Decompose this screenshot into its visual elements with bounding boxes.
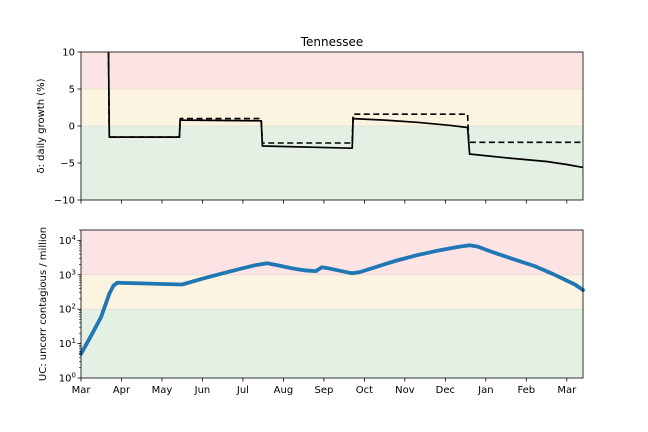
x-tick-label: Oct [356, 385, 373, 396]
contagious-panel: 100 101 102 103 104 Mar Apr May Jun Jul Aug Sep Oct… [38, 227, 585, 396]
series-line-0 [79, 243, 585, 356]
series-line-0 [107, 51, 584, 169]
x-tick-label: Aug [274, 385, 294, 396]
band-1 [81, 274, 583, 310]
x-tick-label: Mar [72, 385, 92, 396]
y-axis-label-contagious: UC: uncorr contagious / million [38, 227, 49, 381]
y-tick-label: 103 [59, 268, 76, 281]
x-tick-label: Jun [194, 385, 211, 396]
band-2 [81, 309, 583, 378]
y-tick-label: 101 [59, 337, 76, 350]
y-tick-label: −5 [60, 159, 75, 170]
growth-panel: −10 −5 0 5 10 Tennessee δ: daily growth (%) [36, 35, 584, 207]
y-tick-label: 100 [59, 372, 76, 385]
x-tick-label: Dec [436, 385, 455, 396]
x-tick-label: Sep [314, 385, 333, 396]
series-line-1 [107, 51, 583, 144]
y-tick-label: −10 [54, 196, 75, 207]
x-tick-label: Jul [236, 385, 249, 396]
y-tick-label: 104 [59, 234, 77, 247]
x-tick-label: Mar [557, 385, 577, 396]
axes-frame [80, 229, 584, 379]
y-tick-label: 102 [59, 303, 76, 316]
y-tick-label: 0 [69, 122, 75, 133]
y-axis-label-growth: δ: daily growth (%) [36, 78, 47, 173]
chart-title: Tennessee [300, 35, 364, 49]
y-tick-label: 5 [69, 85, 75, 96]
x-tick-label: Jan [477, 385, 493, 396]
x-tick-label: Apr [113, 385, 131, 396]
y-tick-label: 10 [62, 48, 75, 59]
band-2 [81, 126, 583, 200]
band-0 [81, 52, 583, 89]
x-tick-label: Feb [517, 385, 535, 396]
x-tick-label: Nov [395, 385, 415, 396]
x-tick-label: May [152, 385, 173, 396]
band-1 [81, 89, 583, 126]
